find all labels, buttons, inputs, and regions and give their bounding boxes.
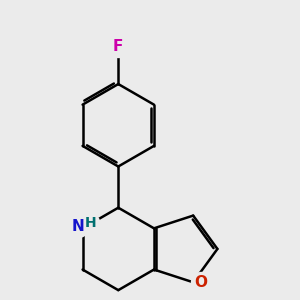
Text: N: N xyxy=(72,219,85,234)
Text: O: O xyxy=(194,275,207,290)
Text: F: F xyxy=(113,39,124,54)
Text: H: H xyxy=(85,216,97,230)
